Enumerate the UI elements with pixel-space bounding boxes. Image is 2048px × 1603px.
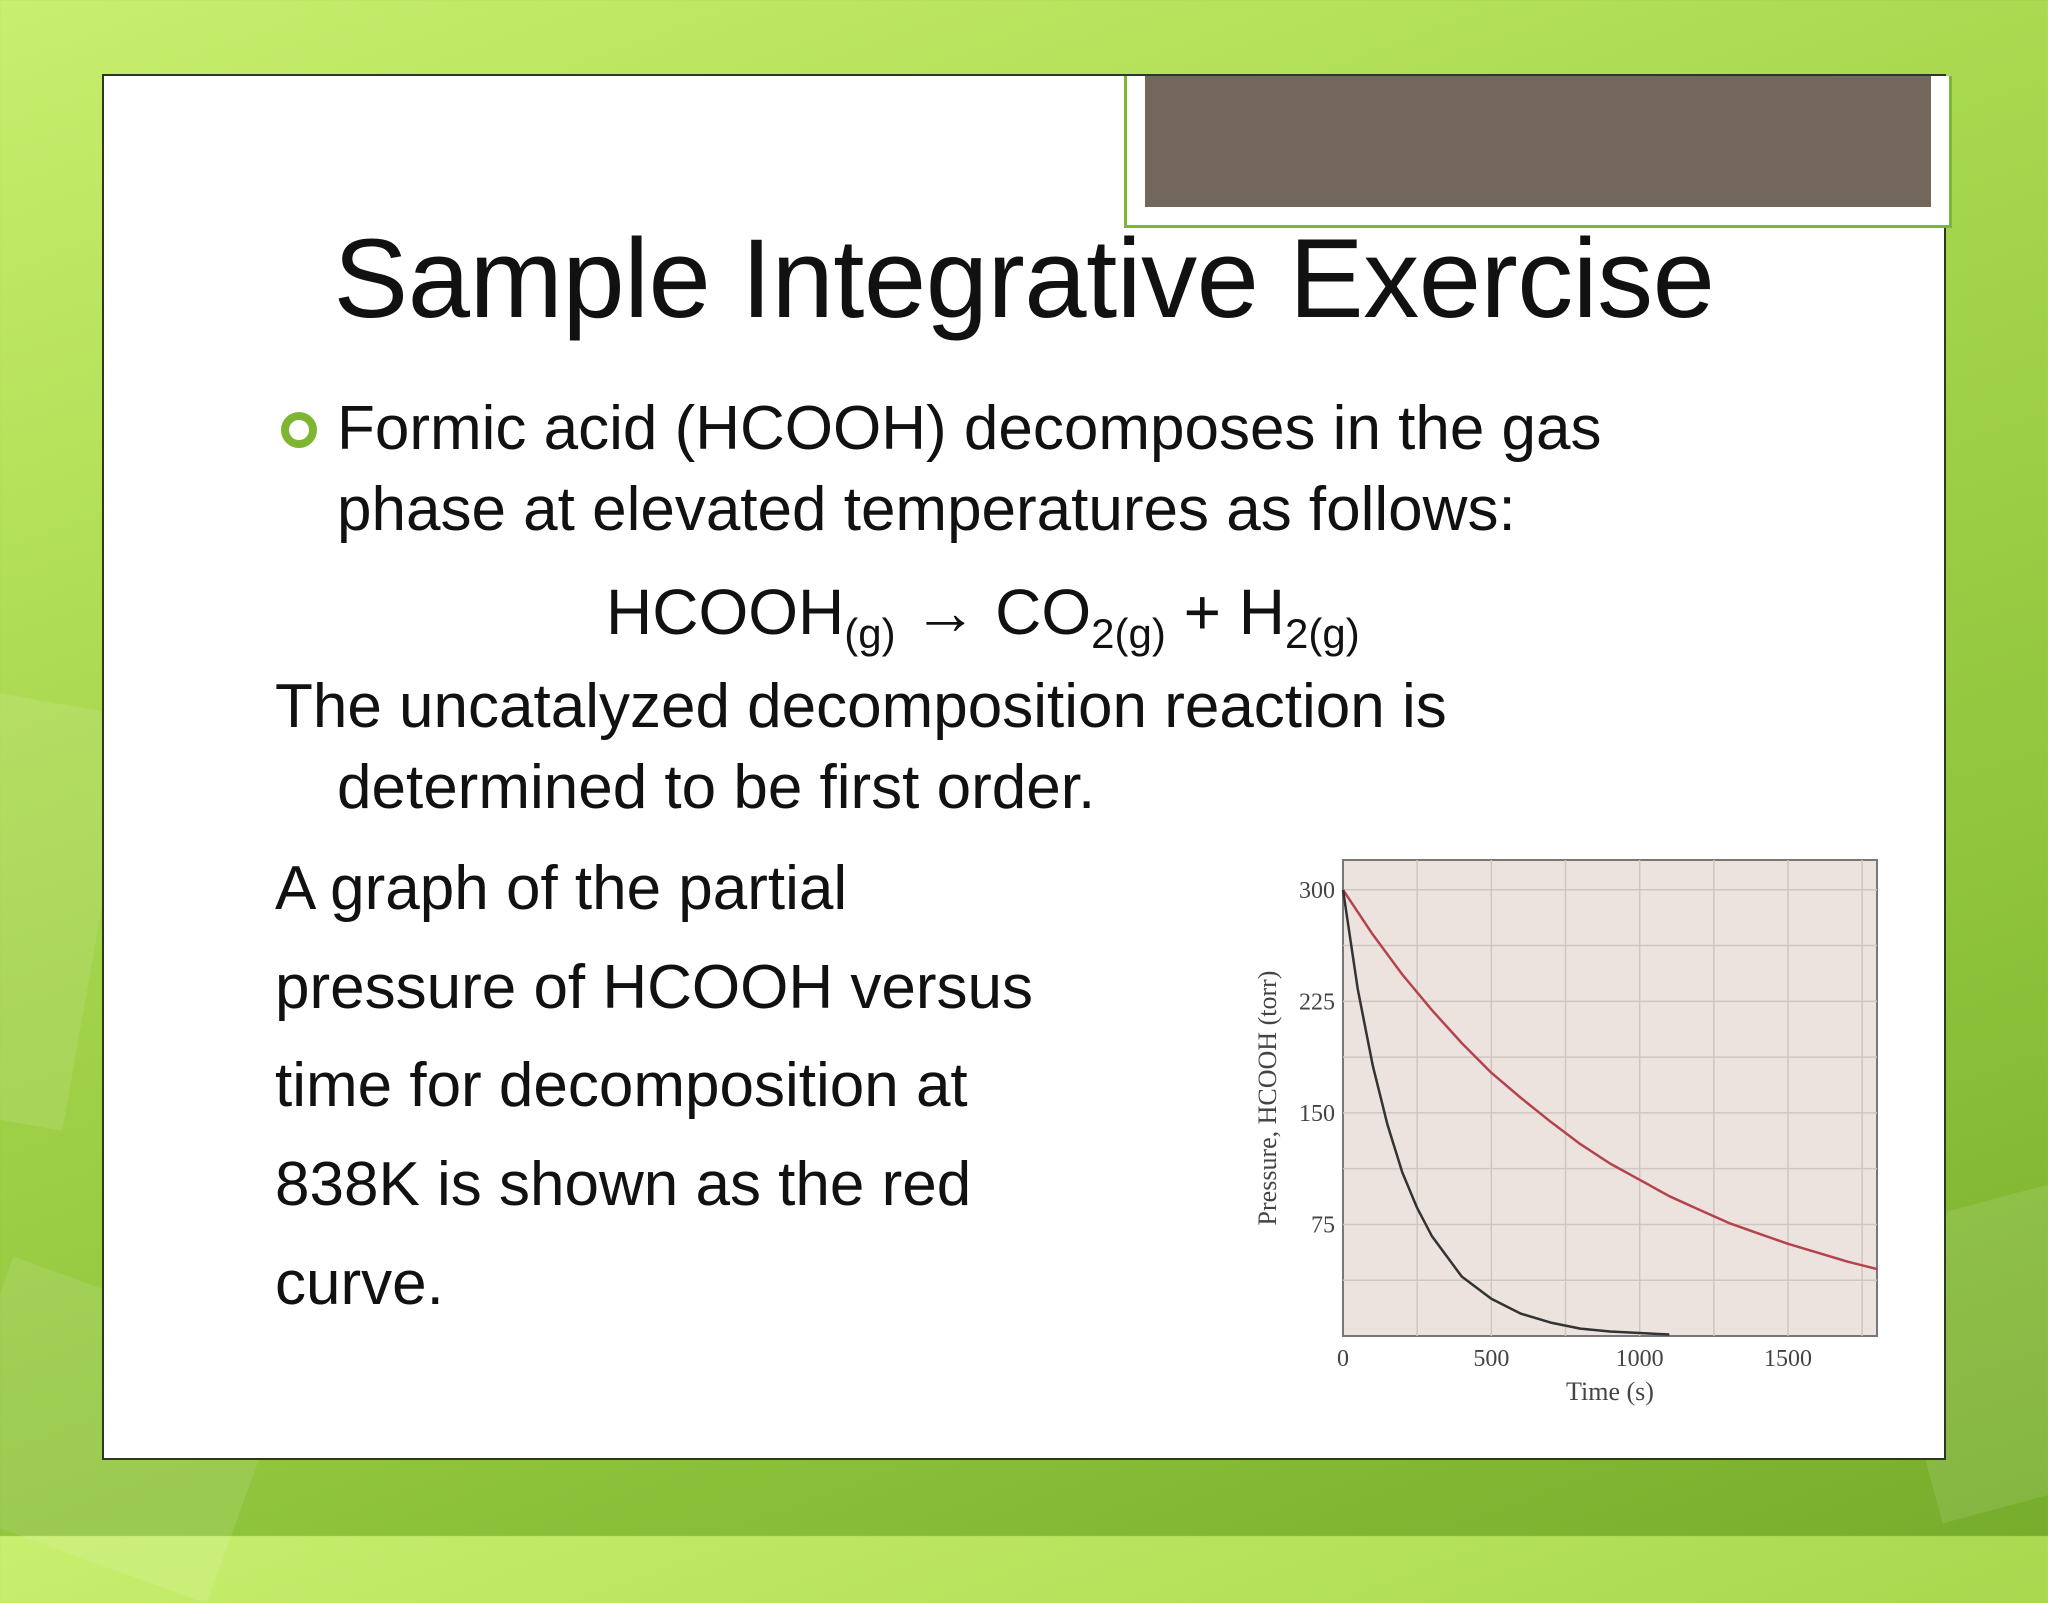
title-tab-fill [1145, 76, 1931, 207]
y-tick-label: 150 [1299, 1101, 1335, 1127]
pressure-time-chart: 0 500 1000 1500 75 150 225 300 Time (s) Pressure,… [1253, 859, 1878, 1406]
x-tick-label: 0 [1337, 1346, 1349, 1372]
title-tab [1124, 76, 1952, 228]
equation-plus: + [1183, 576, 1221, 648]
x-tick-label: 1000 [1616, 1346, 1664, 1372]
equation-arrow: → [913, 576, 978, 648]
x-tick-label: 1500 [1764, 1346, 1812, 1372]
paragraph-2-line2: determined to be first order. [337, 753, 1096, 822]
paragraph-3-line4: 838K is shown as the red [275, 1150, 972, 1219]
y-tick-label: 300 [1299, 878, 1335, 904]
x-axis-label: Time (s) [1566, 1377, 1654, 1406]
y-axis-label: Pressure, HCOOH (torr) [1253, 971, 1282, 1226]
equation-product1-sub: 2(g) [1091, 610, 1166, 657]
equation-product2-sub: 2(g) [1284, 610, 1360, 657]
bullet-text-line2: phase at elevated temperatures as follow… [337, 475, 1516, 544]
bullet-text-line1: Formic acid (HCOOH) decomposes in the ga… [337, 394, 1602, 463]
slide-panel [102, 74, 1952, 1460]
x-tick-label: 500 [1473, 1346, 1509, 1372]
paragraph-3-line2: pressure of HCOOH versus [275, 953, 1033, 1022]
equation-product2: H [1238, 576, 1285, 648]
black-curve-line [1341, 889, 1670, 1336]
chemical-equation: HCOOH(g) → CO2(g) + H2(g) [606, 575, 1360, 655]
equation-reactant: HCOOH [606, 576, 845, 648]
bullet-icon [281, 412, 317, 448]
paragraph-3-line1: A graph of the partial [275, 854, 848, 923]
plot-area [1342, 859, 1878, 1337]
red-curve-line [1341, 889, 1878, 1271]
y-tick-label: 75 [1311, 1212, 1335, 1238]
equation-reactant-state: (g) [844, 610, 896, 657]
paragraph-2-line1: The uncatalyzed decomposition reaction i… [275, 672, 1447, 741]
equation-product1: CO [995, 576, 1092, 648]
slide-title: Sample Integrative Exercise [333, 216, 1715, 341]
paragraph-3-line5: curve. [275, 1249, 444, 1318]
paragraph-3-line3: time for decomposition at [275, 1051, 968, 1120]
y-tick-label: 225 [1299, 989, 1335, 1015]
